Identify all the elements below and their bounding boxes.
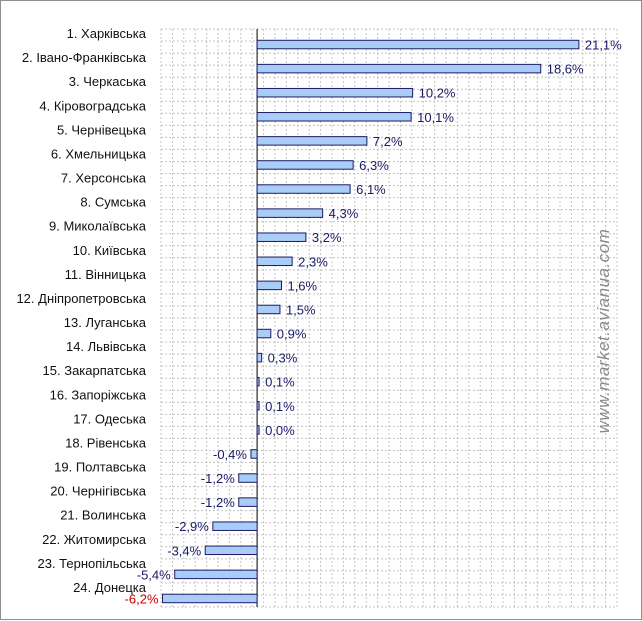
- category-label: 5. Чернівецька: [57, 122, 147, 137]
- category-label: 10. Київська: [73, 243, 147, 258]
- value-label: 6,3%: [359, 158, 389, 173]
- bar: [256, 232, 307, 242]
- value-label: 1,5%: [286, 302, 316, 317]
- bar: [212, 521, 258, 531]
- value-label: 0,3%: [268, 351, 298, 366]
- category-label: 15. Закарпатська: [43, 363, 147, 378]
- value-label: 3,2%: [312, 230, 342, 245]
- category-label: 9. Миколаївська: [49, 219, 147, 234]
- value-label: 18,6%: [547, 62, 584, 77]
- category-label: 18. Рівенська: [65, 435, 147, 450]
- bar: [250, 449, 258, 459]
- value-label: 0,1%: [265, 375, 295, 390]
- bar: [256, 112, 412, 122]
- bar: [256, 184, 351, 194]
- value-label: -1,2%: [201, 471, 235, 486]
- value-label: 4,3%: [329, 206, 359, 221]
- category-label: 19. Полтавська: [54, 460, 147, 475]
- category-label: 17. Одеська: [73, 411, 147, 426]
- value-label: 0,1%: [265, 399, 295, 414]
- value-label: 10,1%: [417, 110, 454, 125]
- value-label: -2,9%: [175, 519, 209, 534]
- category-label: 16. Запоріжська: [50, 387, 147, 402]
- category-label: 7. Херсонська: [61, 171, 147, 186]
- value-label: -3,4%: [167, 543, 201, 558]
- bar: [256, 256, 293, 267]
- bar: [256, 136, 368, 146]
- bar: [256, 376, 260, 387]
- grid: [160, 28, 618, 608]
- bar: [204, 545, 258, 556]
- value-label: 0,9%: [277, 327, 307, 342]
- bar: [174, 569, 258, 580]
- category-label: 4. Кіровоградська: [39, 98, 146, 113]
- category-label: 3. Черкаська: [69, 74, 147, 89]
- value-label: 21,1%: [585, 38, 622, 53]
- category-label: 21. Волинська: [60, 508, 147, 523]
- bar: [256, 63, 542, 74]
- value-label: 6,1%: [356, 182, 386, 197]
- bar: [256, 87, 414, 98]
- category-label: 6. Хмельницька: [51, 146, 147, 161]
- value-label: 0,0%: [265, 423, 295, 438]
- value-label: 7,2%: [373, 134, 403, 149]
- value-label: 10,2%: [419, 86, 456, 101]
- value-label: -0,4%: [213, 447, 247, 462]
- bar: [256, 208, 324, 218]
- category-label: 14. Львівська: [66, 339, 147, 354]
- value-label: -5,4%: [137, 567, 171, 582]
- bar: [256, 401, 260, 411]
- category-label: 12. Дніпропетровська: [16, 291, 146, 306]
- category-label: 13. Луганська: [64, 315, 147, 330]
- value-label: -6,2%: [125, 591, 159, 606]
- bar: [256, 304, 281, 315]
- category-label: 1. Харківська: [67, 26, 147, 41]
- bar: [256, 352, 263, 363]
- category-label: 23. Тернопільська: [37, 556, 146, 571]
- bar: [256, 280, 282, 291]
- bar: [256, 425, 260, 435]
- value-label: -1,2%: [201, 495, 235, 510]
- category-label: 2. Івано-Франківська: [22, 50, 147, 65]
- category-label: 22. Житомирська: [42, 532, 147, 547]
- value-label: 2,3%: [298, 254, 328, 269]
- bar: [256, 39, 580, 50]
- bar: [256, 328, 272, 339]
- labels: 1. Харківська 21,1% 2. Івано-Франківська 18…: [16, 26, 622, 606]
- value-label: 1,6%: [287, 278, 317, 293]
- bars: [162, 39, 580, 604]
- category-label: 11. Вінницька: [65, 267, 147, 282]
- bar: [162, 593, 258, 604]
- category-label: 24. Донецка: [73, 580, 147, 595]
- category-label: 20. Чернігівська: [50, 484, 147, 499]
- bar: [238, 497, 258, 507]
- bar: [256, 160, 354, 170]
- watermark-text: www.market.avianua.com: [594, 229, 613, 434]
- bar: [238, 473, 258, 483]
- category-label: 8. Сумська: [80, 195, 146, 210]
